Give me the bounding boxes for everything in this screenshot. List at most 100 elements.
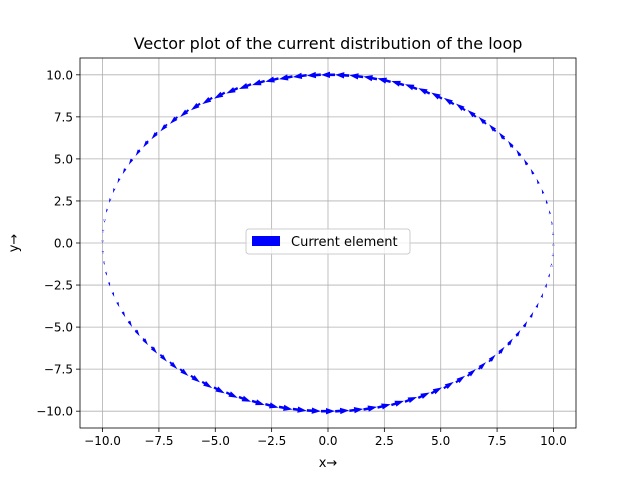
current-element-arrow xyxy=(377,77,391,84)
current-element-arrow xyxy=(321,71,335,79)
current-element-arrow xyxy=(102,261,106,265)
current-element-arrow xyxy=(551,253,554,257)
x-tick-label: −5.0 xyxy=(201,434,230,448)
current-element-arrow xyxy=(112,188,116,194)
current-element-arrow xyxy=(265,402,279,409)
current-element-arrow xyxy=(498,346,505,355)
current-element-arrow xyxy=(226,87,239,94)
current-element-arrow xyxy=(135,149,141,157)
y-tick-label: 7.5 xyxy=(54,110,73,124)
current-element-arrow xyxy=(363,405,377,412)
current-element-arrow xyxy=(391,80,405,87)
current-element-arrow xyxy=(363,75,378,82)
y-axis-label: y→ xyxy=(7,234,22,253)
current-element-arrow xyxy=(488,354,496,363)
current-element-arrow xyxy=(105,208,109,213)
current-element-arrow xyxy=(252,79,266,86)
current-element-arrow xyxy=(150,346,158,354)
current-element-arrow xyxy=(202,96,213,105)
current-element-arrow xyxy=(516,149,522,157)
current-element-arrow xyxy=(127,320,133,327)
current-element-arrow xyxy=(417,392,430,399)
current-element-arrow xyxy=(467,109,477,118)
current-element-arrow xyxy=(213,386,225,394)
y-tick-label: −7.5 xyxy=(44,363,73,377)
current-element-arrow xyxy=(238,82,252,90)
current-element-arrow xyxy=(466,369,476,377)
legend-swatch xyxy=(252,236,280,246)
current-element-arrow xyxy=(279,74,293,81)
current-element-arrow xyxy=(349,406,364,414)
x-tick-label: 10.0 xyxy=(540,434,567,448)
current-element-arrow xyxy=(390,400,404,407)
current-element-arrow xyxy=(111,292,115,298)
current-element-arrow xyxy=(498,132,506,140)
current-element-arrow xyxy=(377,403,391,410)
x-axis-label: x→ xyxy=(319,456,338,471)
current-element-arrow xyxy=(201,380,213,389)
current-element-arrow xyxy=(190,102,201,111)
current-element-arrow xyxy=(529,311,534,318)
current-element-arrow xyxy=(548,210,552,215)
y-tick-label: −5.0 xyxy=(44,321,73,335)
x-tick-label: −2.5 xyxy=(257,434,286,448)
current-element-arrow xyxy=(443,381,454,390)
current-element-arrow xyxy=(418,88,431,95)
current-element-arrow xyxy=(536,178,540,185)
current-element-arrow xyxy=(335,72,350,79)
current-element-arrow xyxy=(522,321,528,328)
current-element-arrow xyxy=(306,407,321,414)
current-element-arrow xyxy=(541,188,545,194)
current-element-arrow xyxy=(159,354,167,362)
current-element-arrow xyxy=(349,73,364,80)
current-element-arrow xyxy=(179,368,189,377)
current-element-arrow xyxy=(507,338,513,346)
current-element-arrow xyxy=(128,158,134,165)
x-tick-label: 5.0 xyxy=(431,434,450,448)
current-element-arrow xyxy=(180,109,190,117)
current-element-arrow xyxy=(547,273,551,278)
x-tick-label: −7.5 xyxy=(144,434,173,448)
current-element-arrow xyxy=(143,140,149,148)
current-element-arrow xyxy=(535,302,539,308)
current-element-arrow xyxy=(306,71,321,79)
current-element-arrow xyxy=(540,292,544,298)
current-element-arrow xyxy=(107,281,111,287)
x-tick-label: 0.0 xyxy=(318,434,337,448)
y-ticks: −10.0 −7.5 −5.0 −2.5 0.0 2.5 5.0 7.5 10.0 xyxy=(36,68,80,419)
current-element-arrow xyxy=(101,240,104,243)
x-ticks: −10.0 −7.5 −5.0 −2.5 0.0 2.5 5.0 7.5 10.0 xyxy=(84,428,567,448)
current-element-arrow xyxy=(121,311,126,318)
current-element-arrow xyxy=(190,374,201,383)
current-element-arrow xyxy=(478,116,487,125)
current-element-arrow xyxy=(404,396,418,404)
current-element-arrow xyxy=(489,124,497,132)
current-element-arrow xyxy=(225,391,238,398)
current-element-arrow xyxy=(552,243,555,246)
current-element-arrow xyxy=(151,131,158,140)
current-element-arrow xyxy=(455,103,466,112)
current-element-arrow xyxy=(321,407,335,415)
current-element-arrow xyxy=(265,76,279,83)
current-element-arrow xyxy=(455,375,466,384)
y-tick-label: 2.5 xyxy=(54,194,73,208)
current-element-arrow xyxy=(109,198,112,203)
current-element-arrow xyxy=(278,404,293,411)
x-tick-label: 7.5 xyxy=(488,434,507,448)
current-element-arrow xyxy=(523,159,529,166)
current-element-arrow xyxy=(104,271,108,276)
current-element-arrow xyxy=(545,199,549,205)
current-element-arrow xyxy=(292,406,307,413)
current-element-arrow xyxy=(515,329,521,337)
chart-title: Vector plot of the current distribution … xyxy=(134,34,523,53)
y-tick-label: 5.0 xyxy=(54,152,73,166)
current-element-arrow xyxy=(214,91,226,99)
current-element-arrow xyxy=(238,395,252,402)
current-element-arrow xyxy=(404,84,418,91)
y-tick-label: 10.0 xyxy=(46,68,73,82)
y-tick-label: −2.5 xyxy=(44,279,73,293)
current-element-arrow xyxy=(122,168,127,175)
current-element-arrow xyxy=(134,329,140,337)
